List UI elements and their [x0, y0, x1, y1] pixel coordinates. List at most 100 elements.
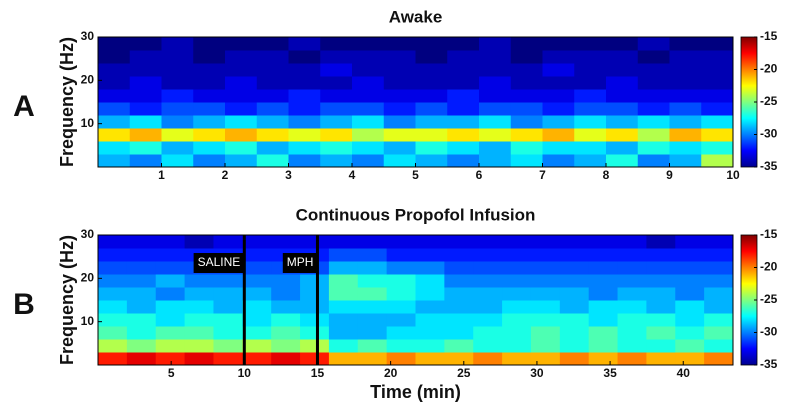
- heatmap-cell: [383, 37, 416, 51]
- heatmap-cell: [574, 154, 607, 168]
- heatmap-cell: [271, 235, 301, 249]
- heatmap-cell: [213, 287, 243, 301]
- heatmap-cell: [184, 287, 214, 301]
- heatmap-cell: [98, 50, 131, 64]
- heatmap-cell: [225, 115, 258, 129]
- heatmap-cell: [510, 89, 543, 103]
- heatmap-cell: [473, 313, 503, 327]
- heatmap-cell: [98, 63, 131, 77]
- heatmap-cell: [256, 141, 289, 155]
- heatmap-cell: [129, 37, 162, 51]
- heatmap-cell: [98, 313, 128, 327]
- heatmap-cell: [637, 50, 670, 64]
- y-tick-label: 30: [81, 29, 95, 43]
- heatmap-cell: [352, 50, 385, 64]
- heatmap-cell: [479, 154, 512, 168]
- heatmap-cell: [357, 274, 388, 288]
- heatmap-cell: [193, 154, 226, 168]
- heatmap-cell: [193, 102, 226, 116]
- heatmap-cell: [606, 50, 639, 64]
- heatmap-cell: [415, 326, 445, 340]
- heatmap-cell: [352, 115, 385, 129]
- heatmap-cell: [588, 352, 619, 366]
- heatmap-cell: [675, 235, 705, 249]
- heatmap-cell: [530, 235, 561, 249]
- heatmap-cell: [155, 339, 186, 353]
- heatmap-cell: [704, 339, 734, 353]
- y-tick-label: 30: [81, 227, 95, 241]
- heatmap-cell: [357, 287, 388, 301]
- heatmap-cell: [473, 287, 503, 301]
- heatmap-cell: [559, 235, 590, 249]
- heatmap-cell: [256, 102, 289, 116]
- heatmap-cell: [300, 352, 330, 366]
- heatmap-cell: [129, 154, 162, 168]
- heatmap-cell: [542, 102, 575, 116]
- heatmap-cell: [669, 50, 702, 64]
- heatmap-cell: [161, 37, 194, 51]
- heatmap-cell: [530, 274, 561, 288]
- y-axis-label: Frequency (Hz): [57, 235, 77, 365]
- heatmap-cell: [129, 128, 162, 142]
- heatmap-cell: [473, 274, 503, 288]
- heatmap-cell: [300, 287, 330, 301]
- heatmap-cell: [288, 128, 321, 142]
- heatmap-cell: [256, 115, 289, 129]
- heatmap-cell: [98, 128, 131, 142]
- heatmap-cell: [129, 102, 162, 116]
- heatmap-cell: [704, 352, 734, 366]
- heatmap-cell: [559, 248, 590, 262]
- heatmap-cell: [617, 300, 647, 314]
- heatmap-cell: [530, 313, 561, 327]
- heatmap-cell: [213, 352, 243, 366]
- heatmap-cell: [444, 326, 474, 340]
- heatmap-cell: [288, 37, 321, 51]
- heatmap-cell: [473, 261, 503, 275]
- heatmap-cell: [502, 300, 532, 314]
- heatmap-cell: [502, 352, 532, 366]
- heatmap-cell: [184, 274, 214, 288]
- heatmap-cell: [510, 115, 543, 129]
- colorbar-tick-label: -30: [760, 325, 778, 339]
- heatmap-cell: [479, 128, 512, 142]
- heatmap-cell: [126, 248, 157, 262]
- heatmap-cell: [386, 313, 416, 327]
- heatmap-cell: [256, 128, 289, 142]
- heatmap-cell: [126, 261, 157, 275]
- heatmap-cell: [669, 63, 702, 77]
- heatmap-cell: [383, 154, 416, 168]
- heatmap-cell: [637, 76, 670, 90]
- heatmap-cell: [193, 89, 226, 103]
- heatmap-cell: [444, 352, 474, 366]
- heatmap-cell: [271, 339, 301, 353]
- heatmap-cell: [386, 235, 416, 249]
- heatmap-cell: [213, 235, 243, 249]
- heatmap-cell: [479, 50, 512, 64]
- heatmap-cell: [256, 154, 289, 168]
- heatmap-cell: [704, 235, 734, 249]
- heatmap-cell: [225, 37, 258, 51]
- heatmap-cell: [701, 141, 734, 155]
- heatmap-cell: [542, 76, 575, 90]
- heatmap-cell: [155, 287, 186, 301]
- colorbar-tick-label: -25: [760, 94, 778, 108]
- heatmap-cell: [617, 287, 647, 301]
- heatmap-cell: [473, 339, 503, 353]
- heatmap-cell: [479, 63, 512, 77]
- heatmap-cell: [502, 261, 532, 275]
- heatmap-cell: [646, 274, 676, 288]
- heatmap-cell: [357, 313, 388, 327]
- heatmap-cell: [256, 50, 289, 64]
- heatmap-cell: [126, 235, 157, 249]
- heatmap-cell: [320, 102, 353, 116]
- heatmap-cell: [559, 352, 590, 366]
- heatmap-cell: [225, 141, 258, 155]
- heatmap-cell: [574, 89, 607, 103]
- heatmap-cell: [606, 128, 639, 142]
- heatmap-cell: [444, 339, 474, 353]
- heatmap-cell: [542, 115, 575, 129]
- heatmap-cell: [328, 313, 359, 327]
- colorbar-tick-label: -35: [760, 159, 778, 173]
- heatmap-cell: [242, 287, 272, 301]
- heatmap-cell: [383, 115, 416, 129]
